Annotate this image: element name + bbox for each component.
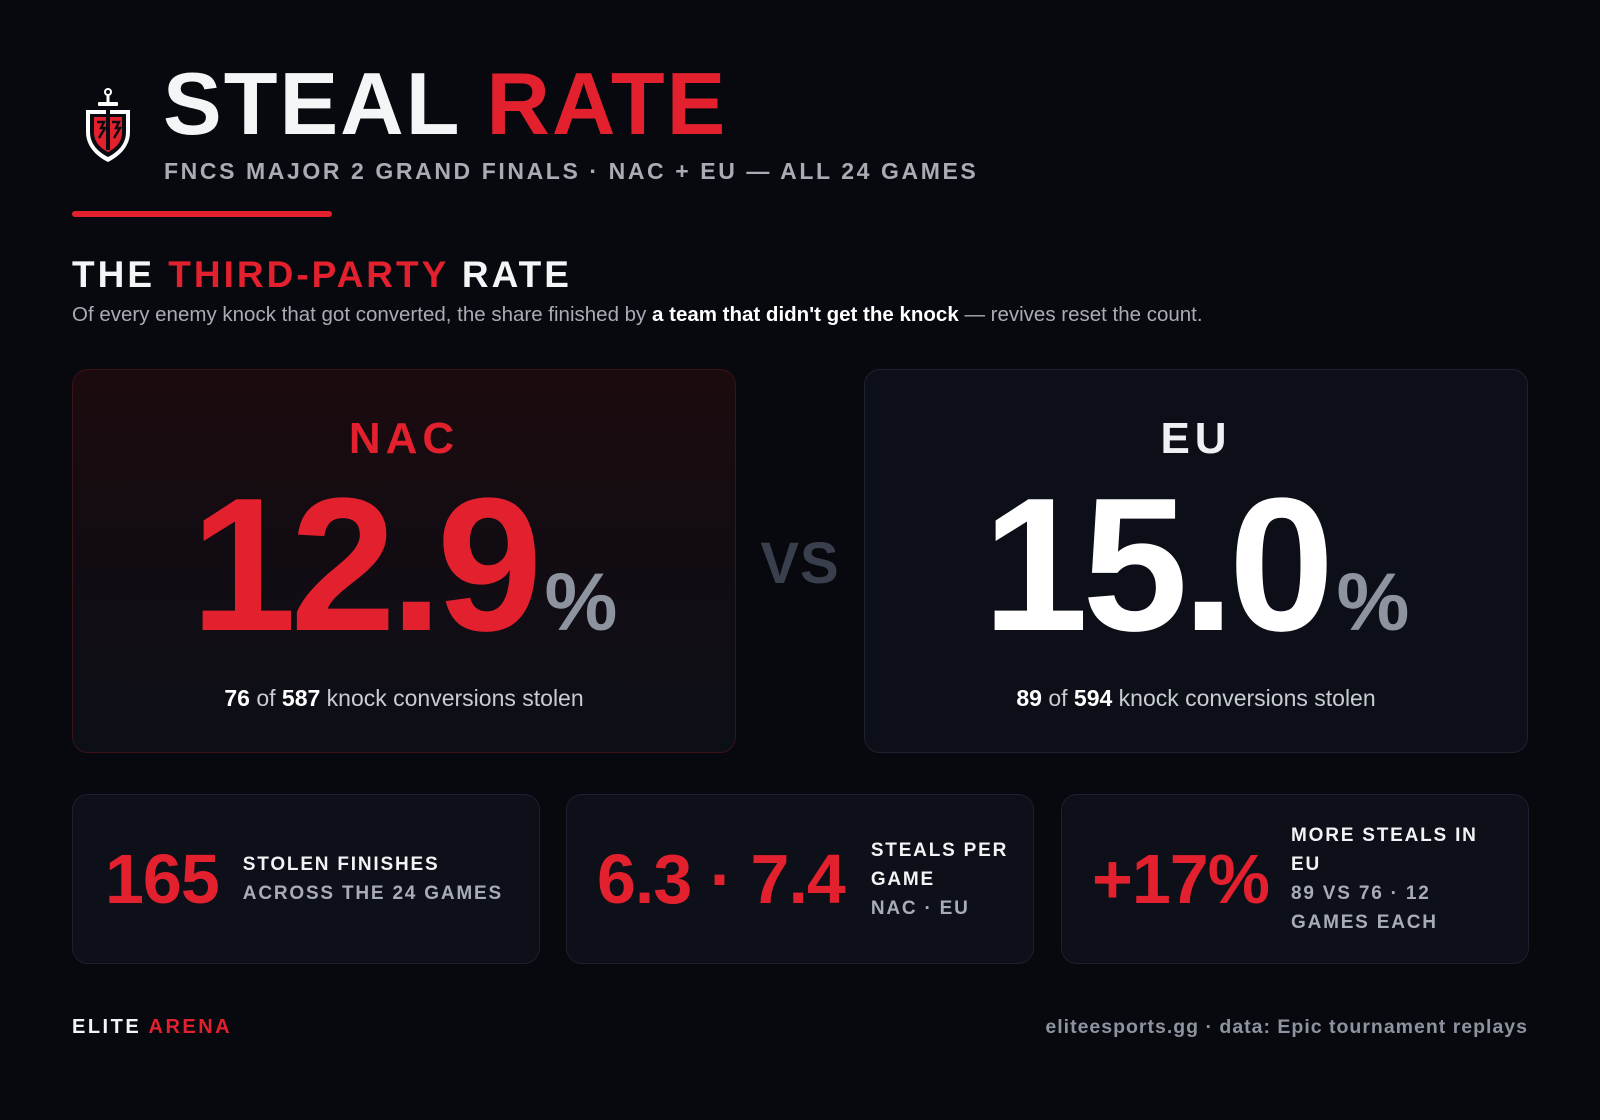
desc-after: — revives reset the count. [958,303,1203,326]
nac-total-count: 587 [281,685,321,711]
eu-of: of [1041,685,1074,711]
source-credit: eliteesports.gg · data: Epic tournament … [1045,1016,1528,1038]
section-description: Of every enemy knock that got converted,… [72,303,1203,327]
stat-label-bottom: ACROSS THE 24 GAMES [242,883,503,904]
nac-of: of [249,685,282,711]
stat-label: STOLEN FINISHES ACROSS THE 24 GAMES [243,850,503,908]
shield-sword-icon [86,88,130,162]
stat-tile-steals-per-game: 6.3 · 7.4 STEALS PER GAME NAC · EU [566,794,1034,964]
stat-label-top: MORE STEALS IN EU [1290,825,1478,875]
eu-rate: 15.0% [865,470,1527,660]
stat-label: STEALS PER GAME NAC · EU [871,836,1011,923]
eu-total-count: 594 [1073,685,1113,711]
stat-value: 6.3 · 7.4 [597,840,846,918]
eu-rate-value: 15.0 [982,459,1335,671]
desc-before: Of every enemy knock that got converted,… [72,303,653,326]
nac-rate-value: 12.9 [190,459,543,671]
desc-bold: a team that didn't get the knock [652,303,959,326]
vs-label: VS [760,531,840,596]
stat-value: +17% [1092,840,1270,918]
stat-value: 165 [105,840,220,918]
page-subtitle: FNCS MAJOR 2 GRAND FINALS · NAC + EU — A… [164,158,979,184]
title-part-red: RATE [486,54,728,153]
stat-label-top: STEALS PER GAME [870,839,1009,890]
brand-wordmark: ELITE ARENA [72,1016,232,1039]
stat-label: MORE STEALS IN EU 89 VS 76 · 12 GAMES EA… [1291,821,1491,937]
stat-tile-more-steals-eu: +17% MORE STEALS IN EU 89 VS 76 · 12 GAM… [1061,794,1529,964]
nac-region-label: NAC [348,414,460,463]
eu-percent-sign: % [1336,557,1410,648]
eu-region-label: EU [1160,414,1232,463]
eu-note-suffix: knock conversions stolen [1112,685,1376,711]
nac-note-suffix: knock conversions stolen [320,685,584,711]
section-title-part2: THIRD-PARTY [168,254,449,295]
eu-note: 89 of 594 knock conversions stolen [865,685,1527,712]
nac-percent-sign: % [544,557,618,648]
eu-card: EU 15.0% 89 of 594 knock conversions sto… [864,369,1528,753]
stat-label-bottom: NAC · EU [870,897,970,919]
eu-stolen-count: 89 [1016,685,1042,711]
title-part-white: STEAL [163,54,460,153]
accent-divider [72,211,332,217]
nac-stolen-count: 76 [224,685,250,711]
stat-tile-stolen-finishes: 165 STOLEN FINISHES ACROSS THE 24 GAMES [72,794,540,964]
section-title: THE THIRD-PARTY RATE [72,254,572,296]
stat-label-top: STOLEN FINISHES [242,854,440,875]
nac-card: NAC 12.9% 76 of 587 knock conversions st… [72,369,736,753]
section-title-part1: THE [72,254,155,295]
stat-label-bottom: 89 VS 76 · 12 GAMES EACH [1290,883,1438,933]
nac-rate: 12.9% [73,470,735,660]
page-title: STEAL RATE [163,54,728,153]
brand-part2: ARENA [148,1016,233,1038]
nac-note: 76 of 587 knock conversions stolen [73,685,735,712]
brand-part1: ELITE [72,1016,142,1038]
section-title-part3: RATE [461,254,572,295]
